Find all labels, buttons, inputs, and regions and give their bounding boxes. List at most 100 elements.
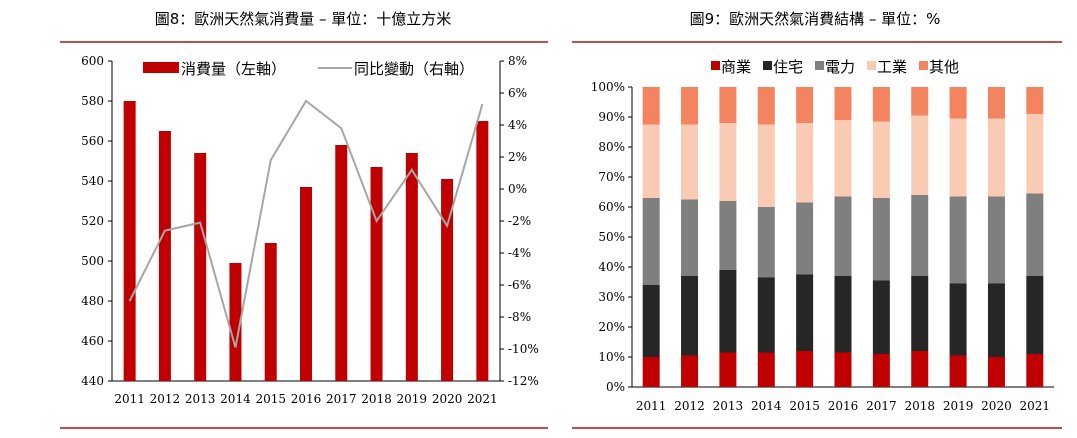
segment-工業-2014 xyxy=(758,125,775,208)
chart8-right-ticks: -12%-10%-8%-6%-4%-2%0%2%4%6%8% xyxy=(508,54,539,388)
left-tick-label: 540 xyxy=(81,174,104,188)
segment-住宅-2013 xyxy=(719,270,736,353)
segment-其他-2017 xyxy=(873,87,890,122)
segment-商業-2015 xyxy=(796,351,813,387)
x-tick-label: 2011 xyxy=(636,399,667,413)
right-tick-label: 6% xyxy=(508,86,527,100)
segment-工業-2019 xyxy=(950,119,967,197)
segment-其他-2018 xyxy=(911,87,928,116)
segment-工業-2017 xyxy=(873,122,890,199)
segment-工業-2021 xyxy=(1026,114,1043,194)
bar-2013 xyxy=(194,153,206,381)
right-tick-label: -10% xyxy=(508,342,539,356)
segment-工業-2013 xyxy=(719,123,736,201)
segment-其他-2013 xyxy=(719,87,736,123)
bar-2021 xyxy=(476,121,488,381)
segment-住宅-2017 xyxy=(873,281,890,355)
y-tick-label: 10% xyxy=(598,350,625,364)
segment-住宅-2018 xyxy=(911,276,928,351)
y-tick-label: 0% xyxy=(606,380,625,394)
segment-商業-2011 xyxy=(643,357,660,387)
right-tick-label: 2% xyxy=(508,150,527,164)
bar-2016 xyxy=(300,187,312,381)
chart8-bars xyxy=(124,101,489,381)
legend-swatch-其他 xyxy=(919,61,928,70)
legend-swatch-consumption xyxy=(143,62,179,73)
y-tick-label: 70% xyxy=(598,170,625,184)
legend-label-住宅: 住宅 xyxy=(773,58,803,76)
left-tick-label: 600 xyxy=(81,54,104,68)
y-tick-label: 100% xyxy=(591,80,625,94)
x-tick-label: 2013 xyxy=(185,392,216,406)
segment-住宅-2019 xyxy=(950,284,967,356)
segment-電力-2016 xyxy=(835,197,852,277)
x-tick-label: 2020 xyxy=(981,399,1012,413)
bar-2018 xyxy=(371,167,383,381)
bar-2019 xyxy=(406,153,418,381)
x-tick-label: 2016 xyxy=(828,399,859,413)
chart8-legend: 消費量（左軸） 同比變動（右軸） xyxy=(143,60,474,78)
x-tick-label: 2012 xyxy=(674,399,705,413)
segment-電力-2020 xyxy=(988,197,1005,284)
segment-住宅-2015 xyxy=(796,275,813,352)
bar-2017 xyxy=(335,145,347,381)
legend-label-yoy: 同比變動（右軸） xyxy=(354,60,474,78)
segment-商業-2013 xyxy=(719,353,736,388)
segment-電力-2021 xyxy=(1026,194,1043,277)
segment-其他-2014 xyxy=(758,87,775,125)
legend-label-商業: 商業 xyxy=(721,58,751,76)
segment-商業-2012 xyxy=(681,356,698,388)
segment-商業-2021 xyxy=(1026,354,1043,387)
x-tick-label: 2017 xyxy=(866,399,897,413)
segment-電力-2018 xyxy=(911,195,928,276)
bar-2011 xyxy=(124,101,136,381)
legend-label-consumption: 消費量（左軸） xyxy=(181,60,286,78)
segment-住宅-2016 xyxy=(835,276,852,353)
legend-label-電力: 電力 xyxy=(825,58,855,76)
segment-其他-2015 xyxy=(796,87,813,123)
right-tick-label: -2% xyxy=(508,214,531,228)
segment-商業-2020 xyxy=(988,357,1005,387)
right-tick-label: 0% xyxy=(508,182,527,196)
x-tick-label: 2012 xyxy=(150,392,181,406)
segment-電力-2011 xyxy=(643,198,660,285)
segment-電力-2014 xyxy=(758,207,775,278)
right-tick-label: 4% xyxy=(508,118,527,132)
segment-電力-2012 xyxy=(681,200,698,277)
segment-工業-2015 xyxy=(796,123,813,203)
y-tick-label: 20% xyxy=(598,320,625,334)
right-tick-label: -4% xyxy=(508,246,531,260)
y-tick-label: 90% xyxy=(598,110,625,124)
chart9-bars xyxy=(643,87,1044,387)
segment-住宅-2021 xyxy=(1026,276,1043,354)
segment-住宅-2014 xyxy=(758,278,775,353)
segment-工業-2020 xyxy=(988,119,1005,197)
segment-電力-2013 xyxy=(719,201,736,270)
chart8-title: 圖8：歐洲天然氣消費量 – 單位：十億立方米 xyxy=(155,10,452,28)
x-tick-label: 2014 xyxy=(751,399,782,413)
legend-swatch-商業 xyxy=(711,61,720,70)
segment-其他-2012 xyxy=(681,87,698,125)
segment-其他-2019 xyxy=(950,87,967,119)
x-tick-label: 2015 xyxy=(789,399,820,413)
chart9-y-ticks: 0%10%20%30%40%50%60%70%80%90%100% xyxy=(591,80,625,394)
right-tick-label: 8% xyxy=(508,54,527,68)
segment-工業-2018 xyxy=(911,116,928,196)
x-tick-label: 2016 xyxy=(291,392,322,406)
y-tick-label: 40% xyxy=(598,260,625,274)
segment-商業-2018 xyxy=(911,351,928,387)
segment-工業-2012 xyxy=(681,125,698,200)
segment-其他-2016 xyxy=(835,87,852,120)
legend-swatch-工業 xyxy=(867,61,876,70)
x-tick-label: 2018 xyxy=(904,399,935,413)
x-tick-label: 2017 xyxy=(326,392,357,406)
segment-工業-2016 xyxy=(835,120,852,197)
legend-swatch-電力 xyxy=(815,61,824,70)
right-tick-label: -12% xyxy=(508,374,539,388)
segment-住宅-2020 xyxy=(988,284,1005,358)
x-tick-label: 2018 xyxy=(361,392,392,406)
right-tick-label: -8% xyxy=(508,310,531,324)
chart9-legend: 商業住宅電力工業其他 xyxy=(711,58,959,76)
